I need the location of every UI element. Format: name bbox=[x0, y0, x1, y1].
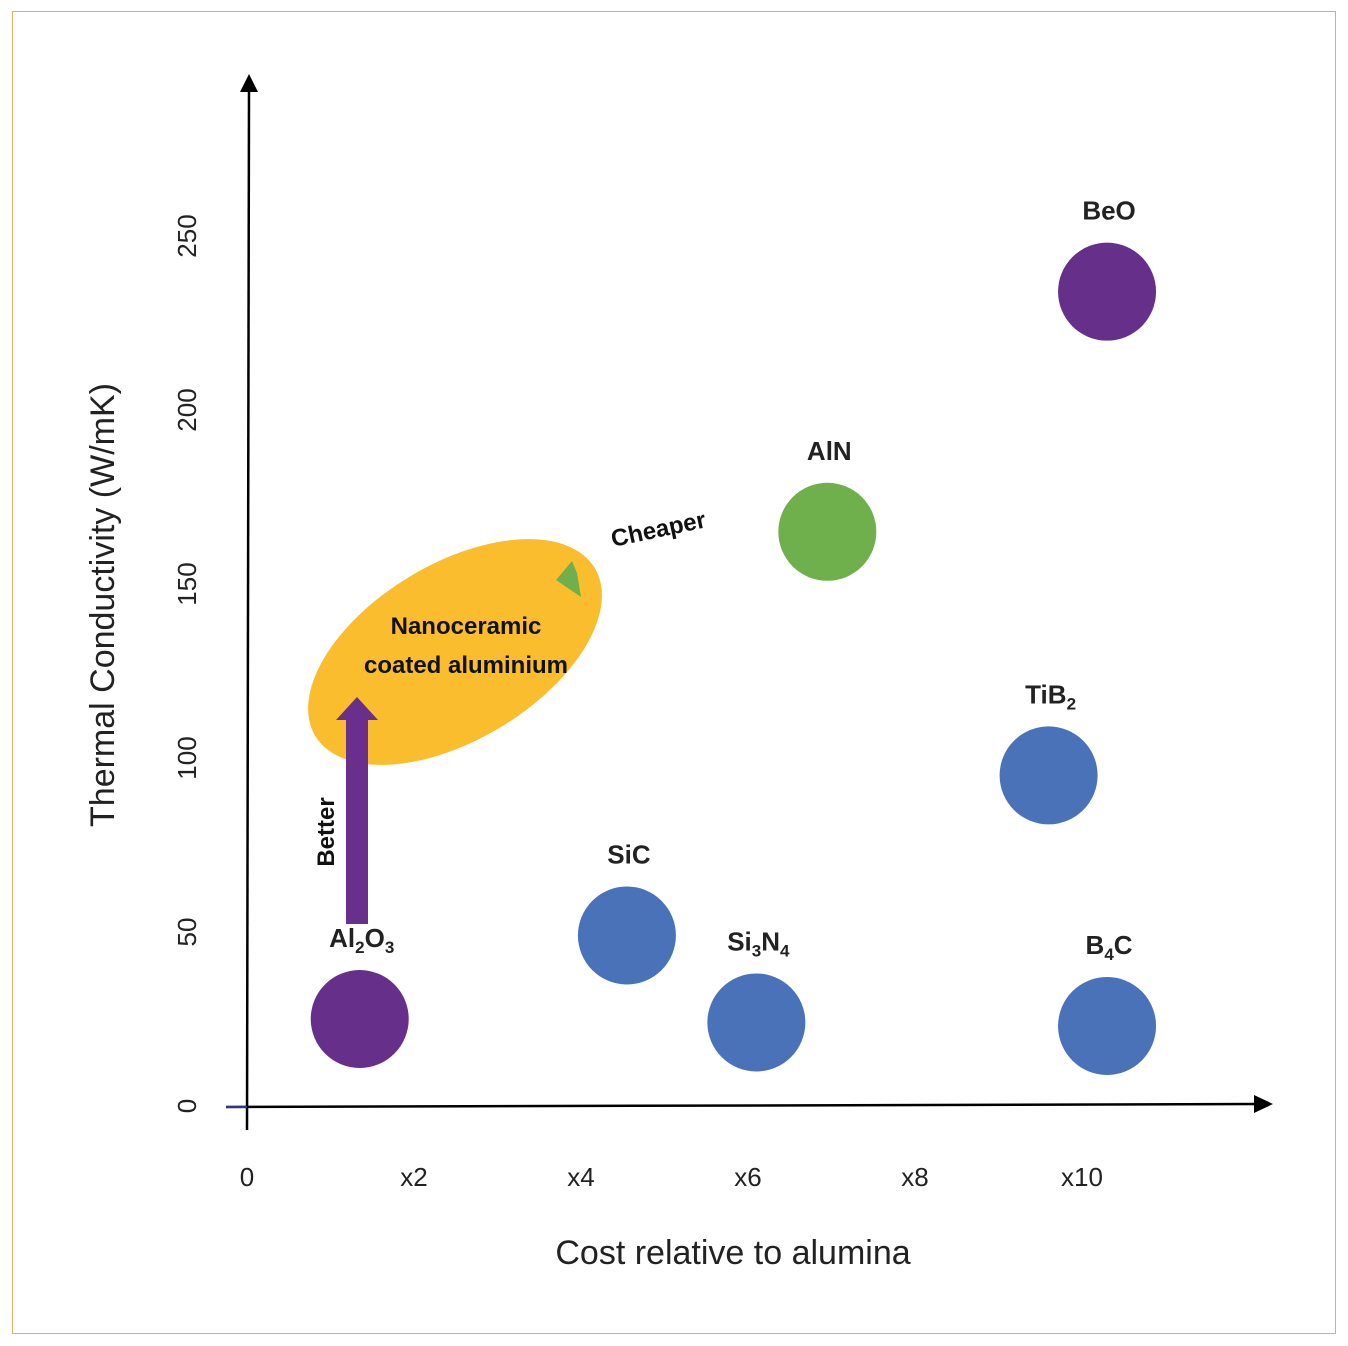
data-point bbox=[577, 886, 676, 985]
x-tick-label: x8 bbox=[901, 1162, 928, 1192]
data-point-label: Al2​O3​ bbox=[329, 923, 394, 957]
x-axis-line bbox=[225, 1102, 1259, 1109]
x-tick-label: x10 bbox=[1061, 1162, 1103, 1192]
cheaper-label: Cheaper bbox=[609, 506, 709, 552]
data-point-label: TiB2​ bbox=[1025, 679, 1076, 713]
y-axis-title: Thermal Conductivity (W/mK) bbox=[84, 383, 122, 827]
cheaper-arrow bbox=[556, 534, 752, 597]
y-tick-label: 150 bbox=[172, 562, 202, 605]
data-point bbox=[999, 726, 1098, 825]
y-axis-line bbox=[245, 87, 251, 1131]
data-point-label: Si3​N4​ bbox=[727, 926, 790, 960]
x-axis-arrowhead bbox=[1254, 1095, 1273, 1113]
x-tick-label: x2 bbox=[400, 1162, 427, 1192]
x-tick-label: x6 bbox=[734, 1162, 761, 1192]
figure-frame bbox=[12, 11, 1336, 1334]
nanoceramic-label-line1: Nanoceramic bbox=[391, 613, 542, 640]
y-tick-label: 100 bbox=[172, 736, 202, 779]
data-point bbox=[1058, 976, 1157, 1075]
data-point-label: AlN bbox=[807, 436, 852, 466]
data-point bbox=[778, 482, 877, 581]
better-label: Better bbox=[313, 797, 340, 866]
data-point-label: BeO bbox=[1082, 196, 1135, 226]
data-point-label: B4​C bbox=[1086, 930, 1133, 964]
y-tick-label: 200 bbox=[172, 388, 202, 431]
better-arrow-shaft bbox=[346, 718, 368, 924]
better-arrow-head bbox=[336, 697, 378, 720]
y-axis-arrowhead bbox=[240, 74, 258, 92]
x-axis-title: Cost relative to alumina bbox=[555, 1234, 910, 1272]
data-point-label: SiC bbox=[607, 839, 651, 869]
nanoceramic-label-line2: coated aluminium bbox=[364, 652, 568, 679]
x-tick-label: x4 bbox=[567, 1162, 594, 1192]
y-tick-label: 50 bbox=[172, 918, 202, 947]
data-point bbox=[1058, 242, 1157, 341]
nanoceramic-ellipse bbox=[308, 539, 602, 765]
y-tick-label: 0 bbox=[172, 1099, 202, 1113]
x-tick-label: 0 bbox=[240, 1162, 254, 1192]
data-point bbox=[310, 970, 409, 1068]
y-tick-labels: 0 50 100 150 200 250 bbox=[172, 214, 202, 1113]
x-tick-labels: 0 x2 x4 x6 x8 x10 bbox=[240, 1162, 1103, 1192]
data-point bbox=[707, 973, 806, 1072]
y-tick-label: 250 bbox=[172, 214, 202, 257]
data-points: Al2​O3​ SiC Si3​N4​ AlN TiB2​ B4​C BeO bbox=[310, 196, 1157, 1075]
